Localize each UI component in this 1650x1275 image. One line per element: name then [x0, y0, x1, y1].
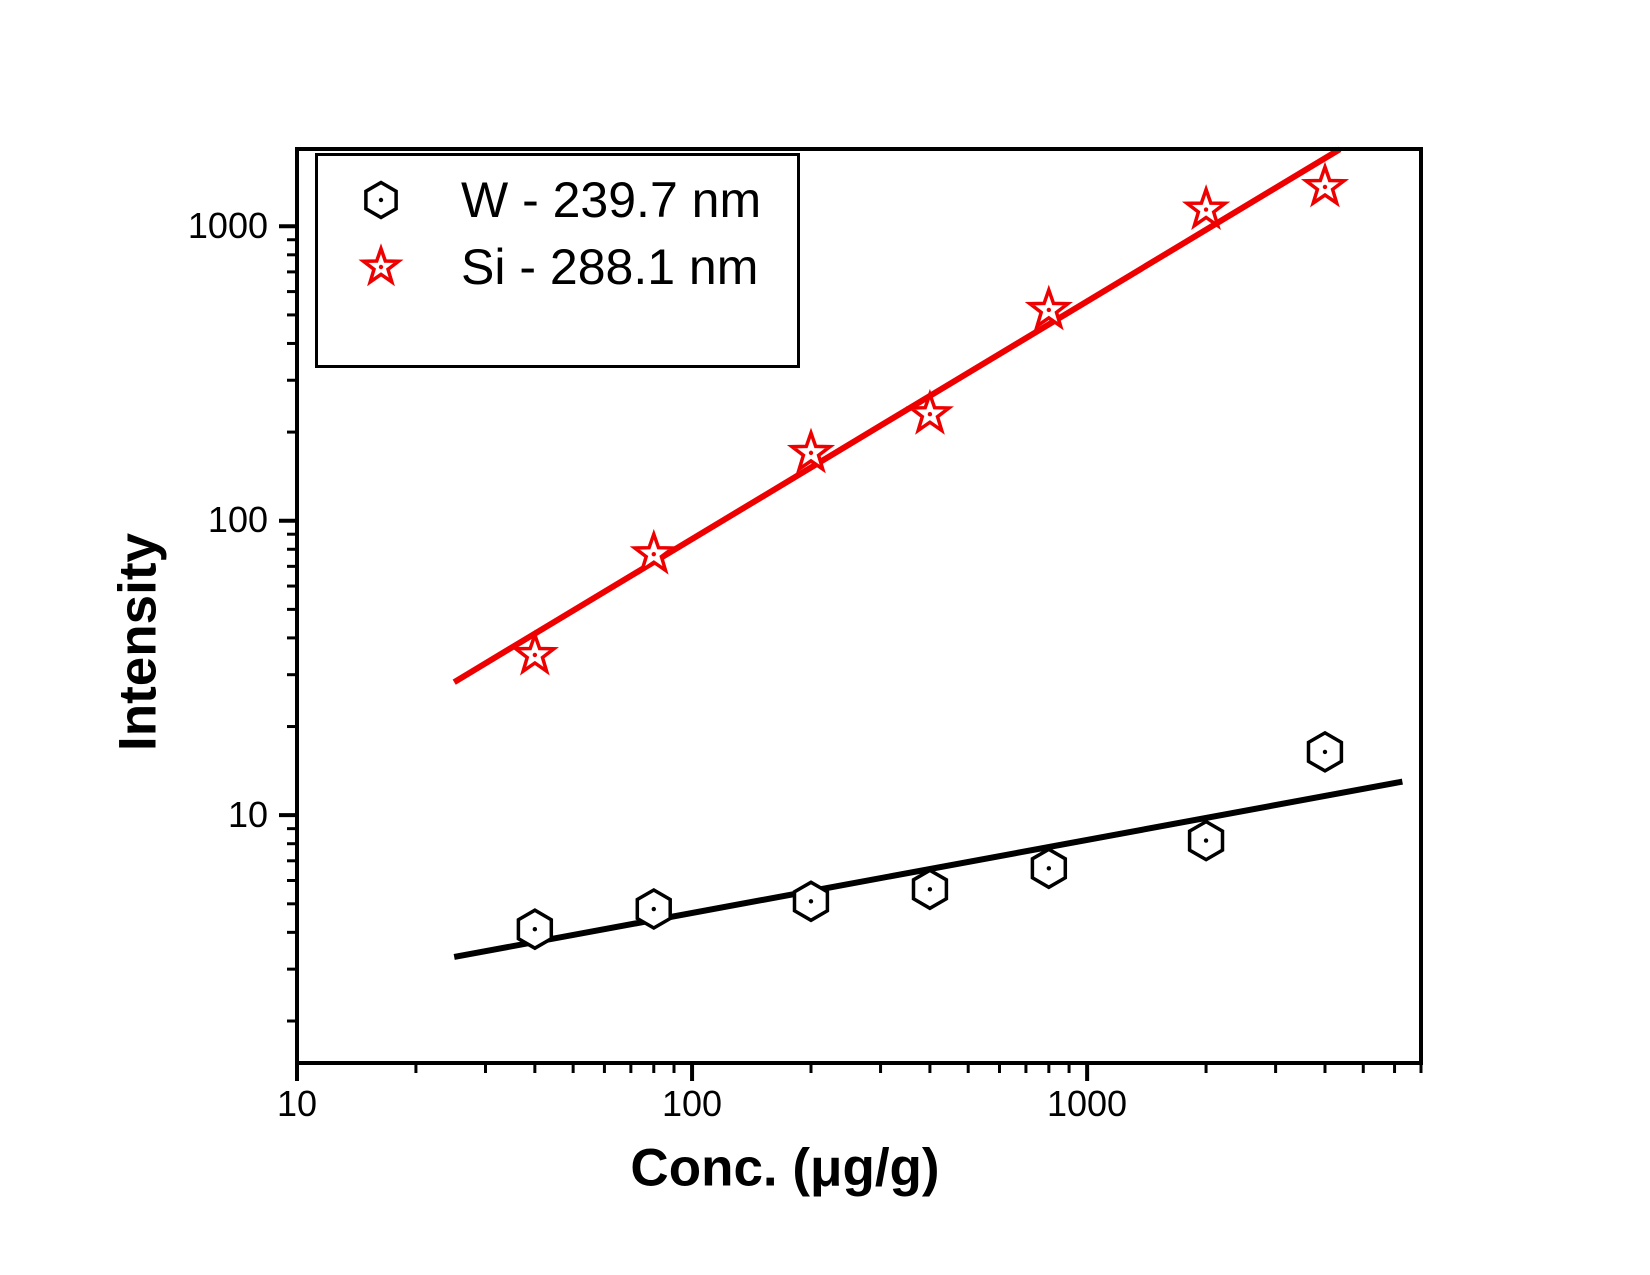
marker-center-dot [927, 887, 933, 892]
marker-center-dot [1046, 866, 1052, 871]
x-tick-label: 100 [661, 1083, 723, 1124]
marker-center-dot [927, 412, 933, 417]
marker-center-dot [378, 264, 384, 270]
marker-center-dot [378, 197, 384, 203]
x-tick-label: 1000 [1046, 1083, 1128, 1124]
marker-center-dot [1203, 207, 1209, 212]
plot-frame [295, 147, 1423, 1065]
marker-center-dot [1322, 184, 1328, 190]
legend-label: Si - 288.1 nm [461, 239, 759, 295]
hexagon-marker-icon [364, 180, 398, 220]
marker-center-dot [1322, 749, 1328, 755]
marker-center-dot [651, 551, 656, 557]
x-axis-title: Conc. (μg/g) [630, 1138, 940, 1198]
y-axis-title: Intensity [108, 533, 168, 751]
marker-center-dot [651, 906, 656, 912]
marker-center-dot [1203, 838, 1209, 843]
star-marker-icon [358, 243, 404, 287]
marker-center-dot [808, 450, 814, 456]
marker-center-dot [532, 926, 538, 932]
x-tick-label: 10 [276, 1083, 318, 1124]
legend: W - 239.7 nm Si - 288.1 nm [315, 153, 800, 368]
y-tick-label: 1000 [187, 205, 268, 246]
marker-center-dot [1046, 307, 1052, 313]
marker-center-dot [532, 652, 538, 658]
y-tick-label: 100 [207, 499, 268, 540]
fit-line-si [452, 146, 1342, 685]
y-tick-label: 10 [227, 794, 268, 835]
marker-center-dot [808, 899, 814, 904]
legend-label: W - 239.7 nm [461, 172, 762, 228]
